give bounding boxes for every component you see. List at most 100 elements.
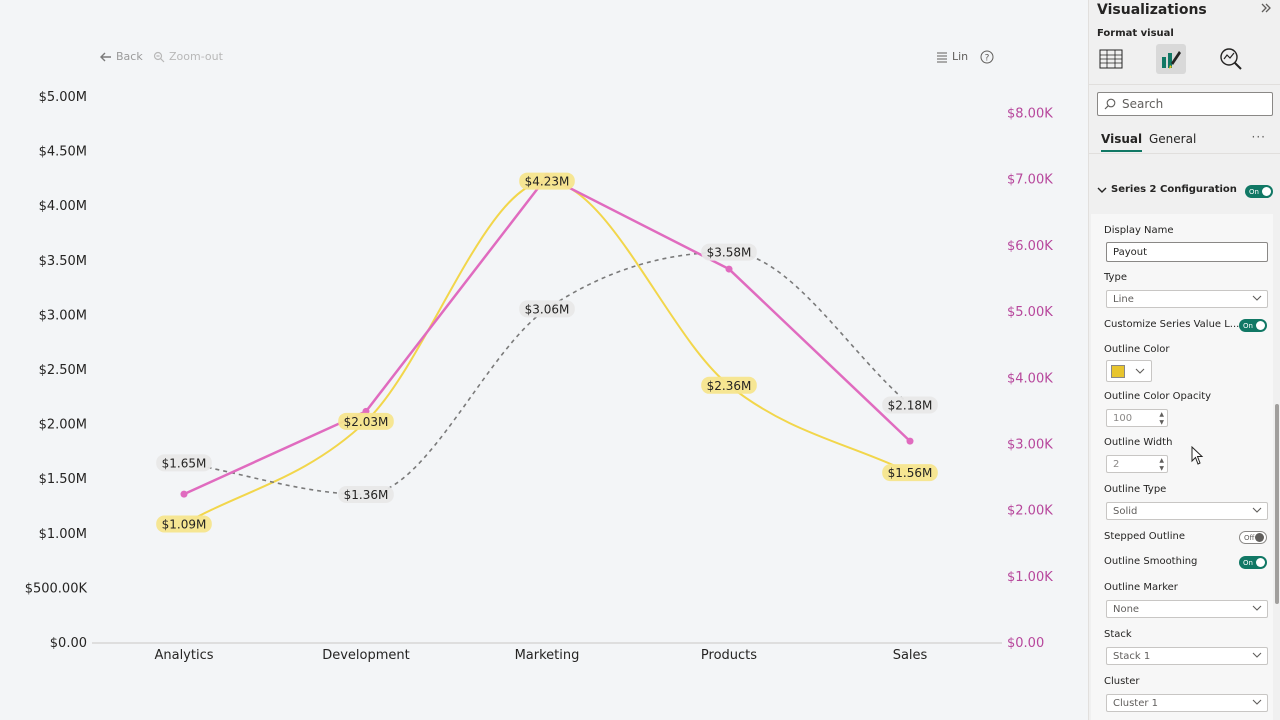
tab-visual[interactable]: Visual [1101,132,1143,152]
pane-scrollbar[interactable] [1275,404,1279,604]
toggle-label: On [1243,321,1253,330]
type-value: Line [1113,293,1134,305]
zoom-out-icon [153,51,165,62]
payout-series-marker [906,437,914,445]
paintbrush-chart-icon [1162,51,1181,69]
data-label: $2.18M [888,398,933,412]
back-button[interactable]: Back [100,50,143,63]
spin-up-icon[interactable]: ▲ [1159,457,1164,464]
data-label-background [701,376,757,394]
series-2-section-header[interactable]: Series 2 Configuration [1097,184,1237,195]
left-axis-tick-label: $2.00M [39,418,87,433]
left-axis-tick-label: $500.00K [25,581,88,596]
type-label: Type [1104,272,1127,283]
outline-marker-dropdown[interactable]: None [1106,600,1268,618]
chevron-down-icon [1252,605,1262,611]
data-label-background [519,300,575,318]
right-axis-tick-label: $2.00K [1007,504,1053,519]
build-visual-button[interactable] [1096,44,1126,74]
outline-type-dropdown[interactable]: Solid [1106,502,1268,520]
left-axis-tick-label: $0.00 [50,636,87,651]
data-label-background [156,515,212,533]
display-name-label: Display Name [1104,225,1174,236]
display-name-value: Payout [1113,246,1148,258]
tab-general[interactable]: General [1149,132,1197,146]
more-options-button[interactable]: ··· [1251,130,1266,144]
spin-down-icon[interactable]: ▼ [1159,419,1164,426]
stack-value: Stack 1 [1113,650,1151,662]
chevron-down-icon [1135,368,1145,374]
left-axis-tick-label: $3.50M [39,254,87,269]
analytics-button[interactable] [1216,44,1246,74]
outline-smoothing-toggle[interactable]: On [1239,556,1267,569]
series-properties-panel: Display Name Payout Type Line Customize … [1091,214,1273,720]
search-icon [1104,98,1116,110]
display-name-input[interactable]: Payout [1106,242,1268,262]
data-label: $3.06M [525,302,570,316]
stack-label: Stack [1104,629,1132,640]
mouse-cursor-icon [1191,446,1204,465]
data-label-background [338,485,394,503]
right-axis-tick-label: $3.00K [1007,437,1053,452]
payout-series-line [183,174,911,496]
search-placeholder: Search [1122,97,1164,111]
cluster-value: Cluster 1 [1113,697,1159,709]
line-chart: $0.00 $500.00K $1.00M $1.50M $2.00M $2.50M $3.… [25,90,1054,663]
spin-down-icon[interactable]: ▼ [1159,465,1164,472]
toggle-label: On [1249,187,1259,196]
outline-marker-label: Outline Marker [1104,582,1178,593]
back-label: Back [116,50,143,63]
data-label-background [156,454,212,472]
left-axis-tick-label: $3.00M [39,308,87,323]
x-axis-tick-label: Sales [893,648,928,663]
help-icon: ? [980,50,994,64]
help-button[interactable]: ? [980,50,994,64]
series-2-toggle[interactable]: On [1245,185,1273,198]
type-dropdown[interactable]: Line [1106,290,1268,308]
outline-smoothing-label: Outline Smoothing [1104,556,1198,567]
zoom-out-button[interactable]: Zoom-out [153,50,223,63]
right-axis-tick-label: $4.00K [1007,371,1053,386]
back-arrow-icon [100,52,111,61]
collapse-pane-button[interactable] [1260,1,1272,19]
toggle-label: On [1243,558,1253,567]
outline-width-label: Outline Width [1104,437,1173,448]
data-label: $4.23M [525,175,570,189]
chevron-down-icon [1252,699,1262,705]
x-axis-tick-label: Analytics [154,648,213,663]
spin-up-icon[interactable]: ▲ [1159,411,1164,418]
outline-width-stepper[interactable]: 2 ▲ ▼ [1106,455,1168,473]
outline-type-label: Outline Type [1104,484,1167,495]
format-visual-heading: Format visual [1097,28,1174,39]
left-axis-tick-label: $4.00M [39,199,87,214]
right-axis-tick-label: $0.00 [1007,636,1044,651]
format-visual-button[interactable] [1156,44,1186,74]
stack-dropdown[interactable]: Stack 1 [1106,647,1268,665]
scale-toggle-button[interactable]: Lin [936,50,968,63]
outline-opacity-value: 100 [1113,412,1133,424]
cluster-dropdown[interactable]: Cluster 1 [1106,694,1268,712]
scale-label: Lin [952,50,969,63]
outline-color-picker[interactable] [1106,360,1152,382]
zoom-out-label: Zoom-out [169,50,223,63]
chart-canvas[interactable]: Back Zoom-out Lin ? $0.00 $500.00K $1.00M $… [0,0,1088,720]
data-label: $1.09M [162,517,207,531]
stepped-outline-toggle[interactable]: Off [1239,531,1267,544]
outline-type-value: Solid [1113,505,1138,517]
x-axis-tick-label: Products [701,648,757,663]
left-axis-tick-label: $4.50M [39,145,87,160]
customize-labels-toggle[interactable]: On [1239,319,1267,332]
left-axis-tick-label: $2.50M [39,363,87,378]
search-input[interactable]: Search [1097,92,1273,116]
x-axis-tick-label: Marketing [515,648,580,663]
right-axis-tick-label: $6.00K [1007,239,1053,254]
chevron-down-icon [1252,295,1262,301]
outline-opacity-label: Outline Color Opacity [1104,391,1212,402]
outline-opacity-stepper[interactable]: 100 ▲ ▼ [1106,409,1168,427]
left-axis-tick-label: $5.00M [39,90,87,105]
section-title: Series 2 Configuration [1111,184,1237,195]
visualizations-pane: Visualizations Format visual Search Visu… [1088,0,1280,720]
chevron-down-icon [1252,652,1262,658]
data-label-background [882,464,938,482]
magnifier-chart-icon [1220,48,1242,70]
